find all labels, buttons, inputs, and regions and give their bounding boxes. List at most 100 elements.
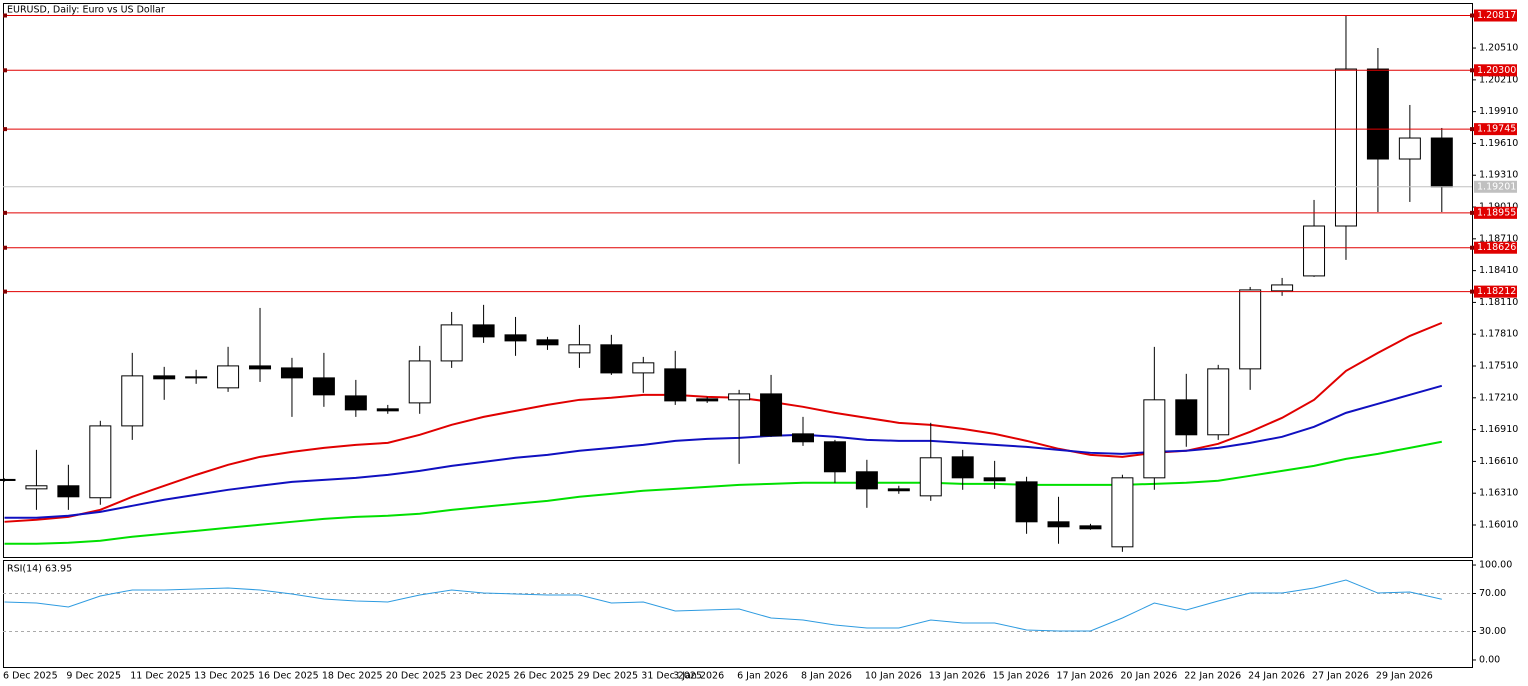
y-tick-label: 1.18110 <box>1479 297 1518 308</box>
chart-title: EURUSD, Daily: Euro vs US Dollar <box>7 5 165 16</box>
candle-body <box>89 425 112 499</box>
candle-body <box>1175 399 1198 436</box>
price-panel <box>3 3 1473 558</box>
level-box <box>1474 64 1517 77</box>
x-tick-label: 29 Jan 2026 <box>1376 671 1433 682</box>
level-handle <box>1470 13 1474 18</box>
y-tick-label: 1.17510 <box>1479 361 1518 372</box>
level-label: 1.19745 <box>1477 124 1516 135</box>
rsi-panel <box>3 560 1473 668</box>
candle-body <box>185 376 208 379</box>
rsi-line <box>4 579 1442 632</box>
candle-body <box>600 344 623 374</box>
y-tick-label: 100.00 <box>1479 560 1512 571</box>
candle-body <box>1207 368 1230 436</box>
candle-body <box>57 485 80 498</box>
y-tick-label: 1.16610 <box>1479 456 1518 467</box>
y-tick-label: 1.18410 <box>1479 265 1518 276</box>
y-tick-label: 1.16010 <box>1479 519 1518 530</box>
candle-body <box>1047 521 1070 528</box>
x-tick-label: 6 Jan 2026 <box>737 671 788 682</box>
x-tick-label: 13 Jan 2026 <box>929 671 986 682</box>
candle-body <box>887 488 910 492</box>
candle-body <box>919 457 942 497</box>
y-tick-label: 70.00 <box>1479 588 1506 599</box>
candle-body <box>408 360 431 404</box>
level-handle <box>3 245 7 250</box>
x-tick-label: 22 Jan 2026 <box>1184 671 1241 682</box>
level-handle <box>3 68 7 73</box>
x-tick-label: 9 Dec 2025 <box>66 671 121 682</box>
candle-body <box>312 377 335 396</box>
current-price-box <box>1474 180 1517 193</box>
candle-body <box>728 393 751 401</box>
candle-body <box>1398 137 1421 160</box>
x-tick-label: 6 Dec 2025 <box>3 671 58 682</box>
candle-body <box>1239 289 1262 370</box>
candle-body <box>855 471 878 490</box>
candle-body <box>536 339 559 346</box>
x-tick-label: 13 Dec 2025 <box>194 671 255 682</box>
candle-body <box>823 441 846 473</box>
candle-body <box>1303 225 1326 277</box>
candle-body <box>25 485 48 490</box>
candle-body <box>951 456 974 479</box>
candle-body <box>1334 68 1357 227</box>
level-label: 1.18626 <box>1477 242 1516 253</box>
x-tick-label: 15 Jan 2026 <box>993 671 1050 682</box>
candle-body <box>568 344 591 354</box>
x-tick-label: 17 Jan 2026 <box>1057 671 1114 682</box>
level-label: 1.18955 <box>1477 207 1516 218</box>
x-tick-label: 3 Jan 2026 <box>673 671 724 682</box>
level-label: 1.20300 <box>1477 65 1516 76</box>
level-box <box>1474 241 1517 254</box>
level-label: 1.18212 <box>1477 286 1516 297</box>
moving-average <box>4 440 1442 545</box>
level-handle <box>1470 289 1474 294</box>
candle-body <box>249 365 272 370</box>
candle-body <box>760 393 783 437</box>
candle-body <box>344 395 367 411</box>
y-tick-label: 1.17210 <box>1479 392 1518 403</box>
candle-body <box>792 433 814 443</box>
level-handle <box>1470 68 1474 73</box>
candle-body <box>983 477 1006 482</box>
level-handle <box>1470 245 1474 250</box>
y-tick-label: 1.19910 <box>1479 106 1518 117</box>
candle-body <box>121 375 144 427</box>
level-handle <box>3 289 7 294</box>
candle-body <box>1143 399 1166 479</box>
x-tick-label: 24 Jan 2026 <box>1248 671 1305 682</box>
candle-body <box>153 375 176 380</box>
moving-average <box>4 384 1443 519</box>
level-box <box>1474 123 1517 136</box>
candle-body <box>504 334 527 342</box>
y-tick-label: 1.19610 <box>1479 138 1518 149</box>
rsi-title: RSI(14) 63.95 <box>7 564 72 575</box>
x-tick-label: 18 Dec 2025 <box>322 671 383 682</box>
x-tick-label: 16 Dec 2025 <box>258 671 319 682</box>
level-handle <box>3 13 7 18</box>
candle-body <box>696 398 719 402</box>
candle-body <box>1271 284 1294 292</box>
candle-body <box>1430 137 1453 188</box>
x-tick-label: 20 Jan 2026 <box>1120 671 1177 682</box>
level-handle <box>1470 210 1474 215</box>
moving-average <box>4 321 1443 523</box>
y-tick-label: 1.20510 <box>1479 43 1518 54</box>
candle-body <box>1366 68 1389 160</box>
y-tick-label: 1.20210 <box>1479 74 1518 85</box>
y-tick-label: 1.18710 <box>1479 233 1518 244</box>
candle-body <box>217 365 240 389</box>
level-handle <box>1470 127 1474 132</box>
y-tick-label: 1.16310 <box>1479 488 1518 499</box>
candle-body <box>632 362 655 374</box>
y-tick-label: 30.00 <box>1479 626 1506 637</box>
level-box <box>1474 206 1517 219</box>
candle-body <box>1111 477 1134 548</box>
x-tick-label: 20 Dec 2025 <box>386 671 447 682</box>
x-tick-label: 10 Jan 2026 <box>865 671 922 682</box>
chart-layer: 1.205101.202101.199101.196101.193101.190… <box>0 9 1518 682</box>
